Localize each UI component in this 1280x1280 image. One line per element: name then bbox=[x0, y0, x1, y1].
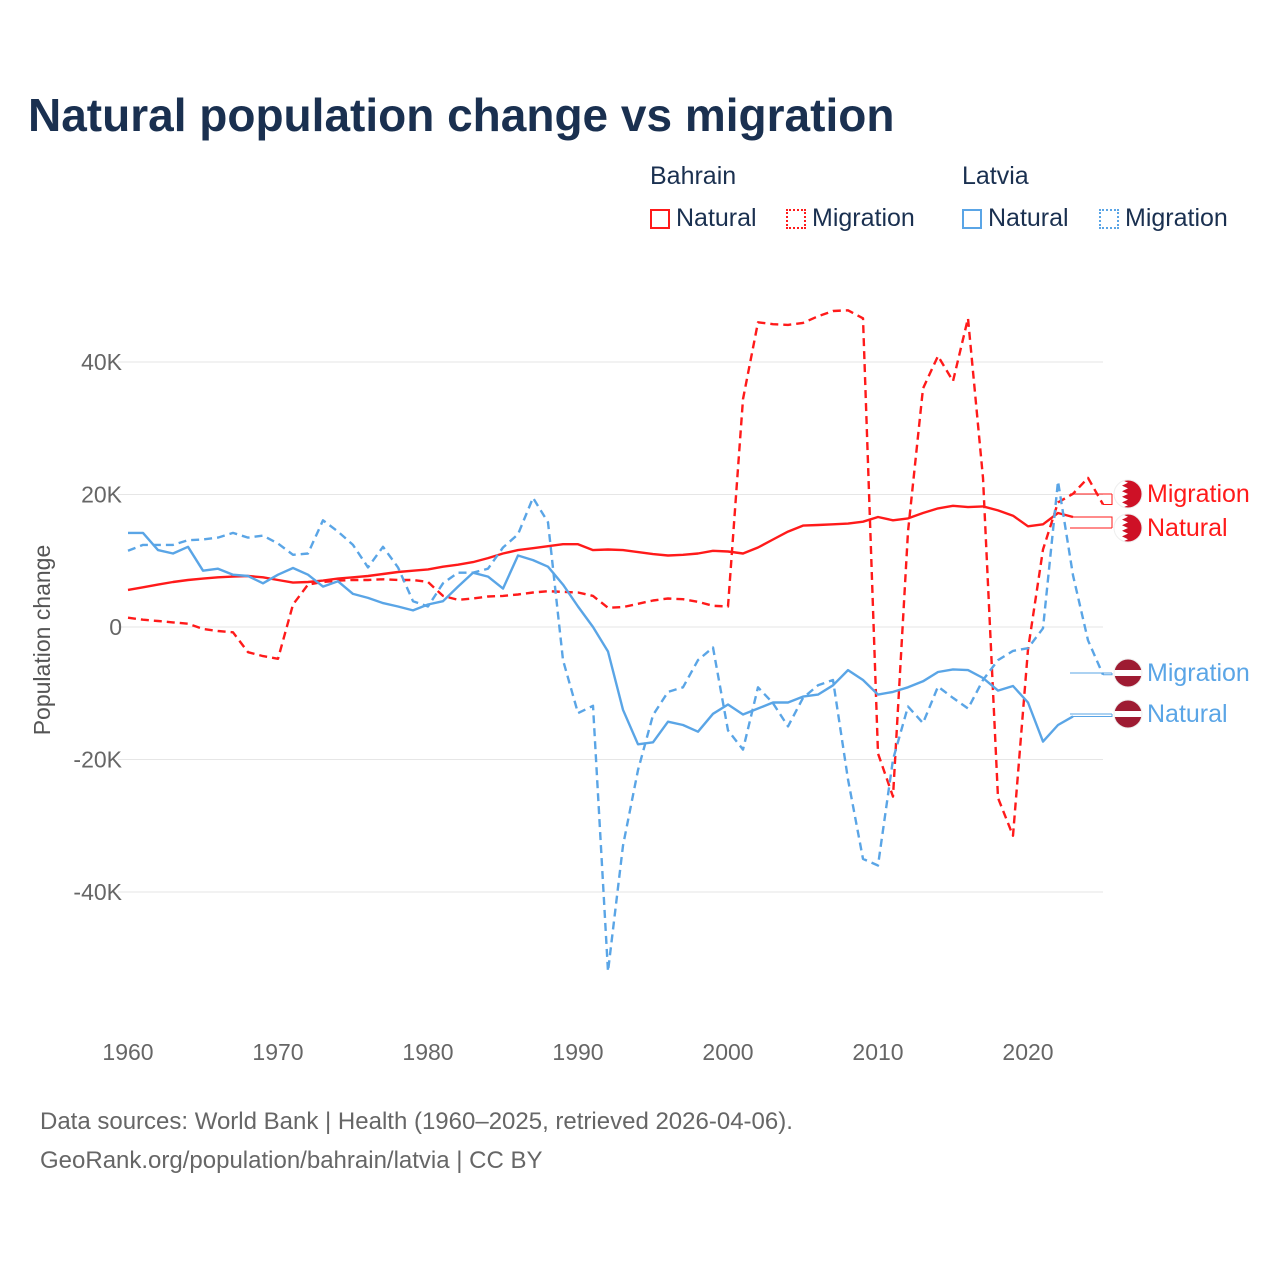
series-line-bahrain-migration[interactable] bbox=[127, 309, 1105, 837]
latvia-flag-icon bbox=[1113, 658, 1143, 688]
legend-swatch-dotted-icon bbox=[1099, 208, 1119, 229]
legend-label: Natural bbox=[676, 204, 757, 232]
legend-item-bahrain-natural[interactable]: Natural bbox=[650, 204, 757, 233]
legend-label: Natural bbox=[988, 204, 1069, 232]
y-axis-label: Population change bbox=[29, 545, 55, 736]
label-connector bbox=[1073, 714, 1113, 717]
y-tick-label: -40K bbox=[73, 879, 122, 905]
series-line-latvia-migration[interactable] bbox=[127, 480, 1105, 973]
label-connector bbox=[1103, 673, 1113, 676]
footer-link[interactable]: GeoRank.org/population/bahrain/latvia | … bbox=[40, 1147, 543, 1174]
legend-swatch-solid-icon bbox=[650, 208, 670, 229]
legend-item-latvia-migration[interactable]: Migration bbox=[1099, 204, 1228, 233]
latvia-flag-icon bbox=[1113, 699, 1143, 729]
label-connector bbox=[1073, 516, 1113, 528]
series-line-bahrain-natural[interactable] bbox=[127, 504, 1074, 592]
label-connector bbox=[1103, 494, 1113, 505]
y-tick-label: 40K bbox=[81, 349, 123, 375]
x-tick-label: 2020 bbox=[1002, 1039, 1053, 1065]
legend-item-latvia-natural[interactable]: Natural bbox=[962, 204, 1069, 233]
series-line-latvia-natural[interactable] bbox=[128, 531, 1074, 746]
legend-label: Migration bbox=[812, 204, 915, 232]
chart-title: Natural population change vs migration bbox=[28, 89, 895, 141]
x-tick-label: 2010 bbox=[852, 1039, 903, 1065]
legend-item-bahrain-migration[interactable]: Migration bbox=[786, 204, 915, 233]
y-tick-label: 20K bbox=[81, 482, 123, 508]
x-tick-label: 1990 bbox=[552, 1039, 603, 1065]
series-end-label: Natural bbox=[1147, 700, 1228, 728]
y-tick-label: 0 bbox=[109, 614, 122, 640]
legend-label: Migration bbox=[1125, 204, 1228, 232]
series-end-label: Migration bbox=[1147, 659, 1250, 687]
x-tick-label: 1980 bbox=[402, 1039, 453, 1065]
legend-swatch-dotted-icon bbox=[786, 208, 806, 229]
series-end-label: Natural bbox=[1147, 514, 1228, 542]
legend-group-latvia: Latvia bbox=[962, 162, 1029, 190]
footer-sources: Data sources: World Bank | Health (1960–… bbox=[40, 1108, 793, 1135]
series-end-label: Migration bbox=[1147, 480, 1250, 508]
x-tick-label: 1970 bbox=[252, 1039, 303, 1065]
bahrain-flag-icon bbox=[1113, 513, 1143, 543]
y-tick-label: -20K bbox=[73, 747, 122, 773]
bahrain-flag-icon bbox=[1113, 479, 1143, 509]
legend-swatch-solid-icon bbox=[962, 208, 982, 229]
x-tick-label: 1960 bbox=[102, 1039, 153, 1065]
legend-group-bahrain: Bahrain bbox=[650, 162, 737, 190]
x-tick-label: 2000 bbox=[702, 1039, 753, 1065]
